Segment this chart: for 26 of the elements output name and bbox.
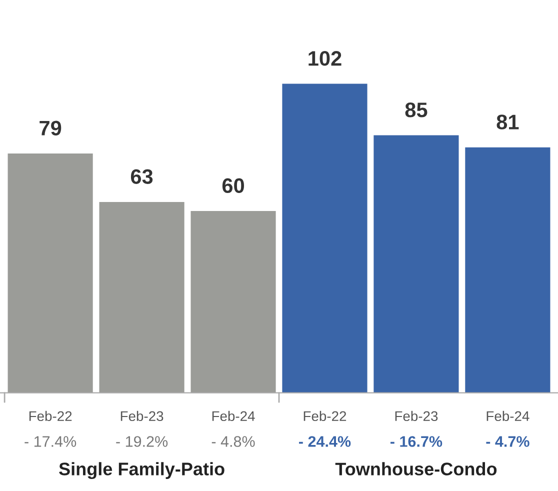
bar xyxy=(190,211,276,393)
bar xyxy=(374,135,459,393)
text: - 4.7% xyxy=(486,436,530,447)
x-tick-label: Feb-22 xyxy=(304,410,346,422)
text: - 4.8% xyxy=(212,436,255,447)
data-label: 79 xyxy=(40,120,62,136)
x-tick-label: Feb-23 xyxy=(395,410,438,422)
x-tick-label: Feb-24 xyxy=(212,410,255,422)
data-label: 85 xyxy=(405,102,428,118)
bar xyxy=(99,202,184,393)
text: - 19.2% xyxy=(116,436,168,447)
x-tick-label: Feb-24 xyxy=(486,410,530,422)
x-tick-label: Feb-22 xyxy=(29,410,72,422)
data-label: 102 xyxy=(308,51,342,66)
text: Single Family-Patio xyxy=(59,462,224,480)
text: - 16.7% xyxy=(390,436,442,447)
text: - 24.4% xyxy=(299,436,351,447)
data-label: 81 xyxy=(496,114,519,130)
text: - 17.4% xyxy=(24,436,76,447)
bar xyxy=(282,84,368,393)
x-tick-label: Feb-23 xyxy=(120,410,164,422)
bar xyxy=(465,147,550,393)
text: Townhouse-Condo xyxy=(335,462,497,476)
bar xyxy=(8,153,93,393)
data-label: 63 xyxy=(130,169,153,184)
data-label: 60 xyxy=(222,178,244,194)
